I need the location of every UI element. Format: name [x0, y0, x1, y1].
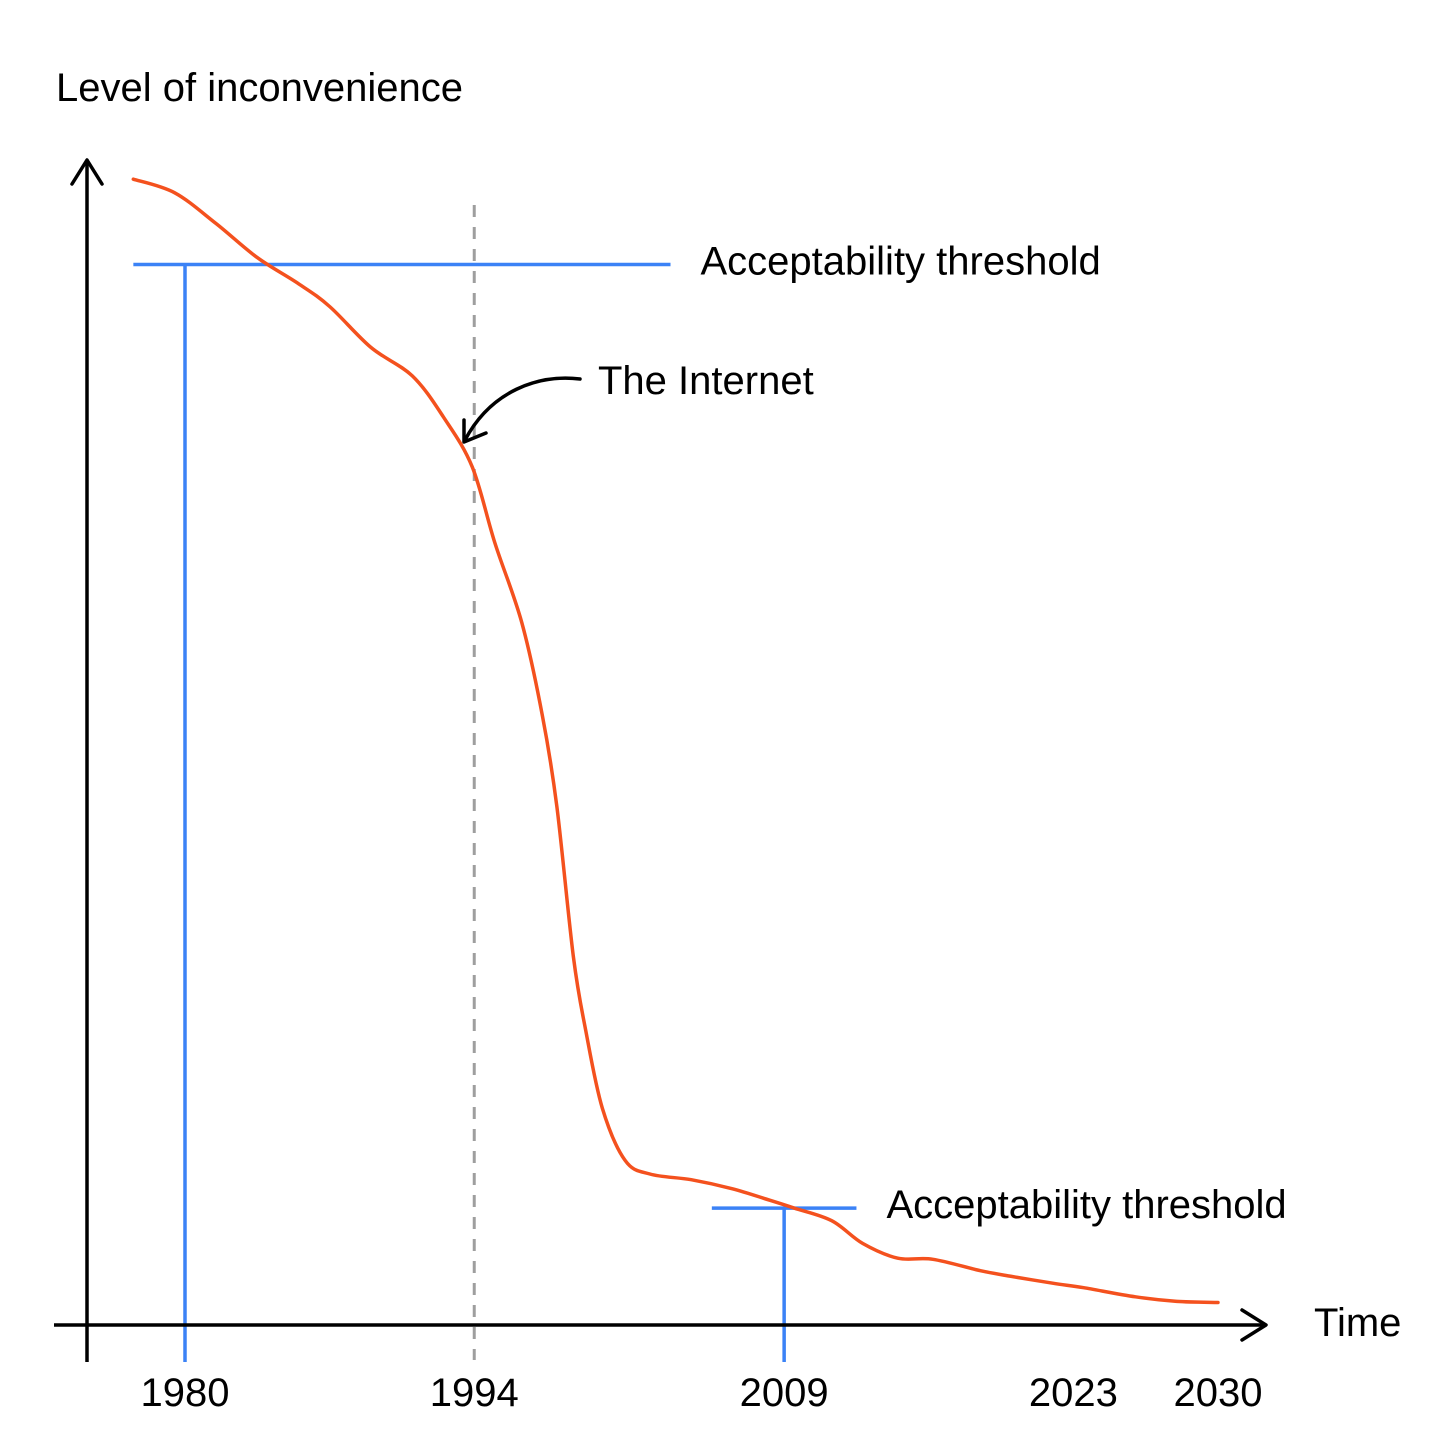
- y-axis-label: Level of inconvenience: [56, 66, 463, 110]
- x-tick-label-2009: 2009: [740, 1371, 829, 1415]
- x-tick-labels: 1980 1994 2009 2023 2030: [141, 1371, 1263, 1415]
- threshold-label-1: Acceptability threshold: [701, 239, 1101, 283]
- x-tick-label-1980: 1980: [141, 1371, 230, 1415]
- x-tick-label-1994: 1994: [430, 1371, 519, 1415]
- inconvenience-line: [131, 177, 1220, 1305]
- threshold-label-2: Acceptability threshold: [886, 1183, 1286, 1227]
- event-label: The Internet: [598, 359, 814, 403]
- event-arrow-head: [462, 418, 488, 444]
- x-tick-label-2023: 2023: [1029, 1371, 1118, 1415]
- x-axis-arrow: [1240, 1308, 1268, 1342]
- axes: [54, 158, 1268, 1362]
- x-axis-label: Time: [1314, 1301, 1401, 1345]
- x-tick-label-2030: 2030: [1174, 1371, 1263, 1415]
- event-marker: The Internet: [462, 205, 814, 1360]
- event-arrow: [463, 376, 582, 442]
- y-axis-arrow: [70, 158, 104, 186]
- thresholds: Acceptability threshold Acceptability thr…: [133, 239, 1287, 1362]
